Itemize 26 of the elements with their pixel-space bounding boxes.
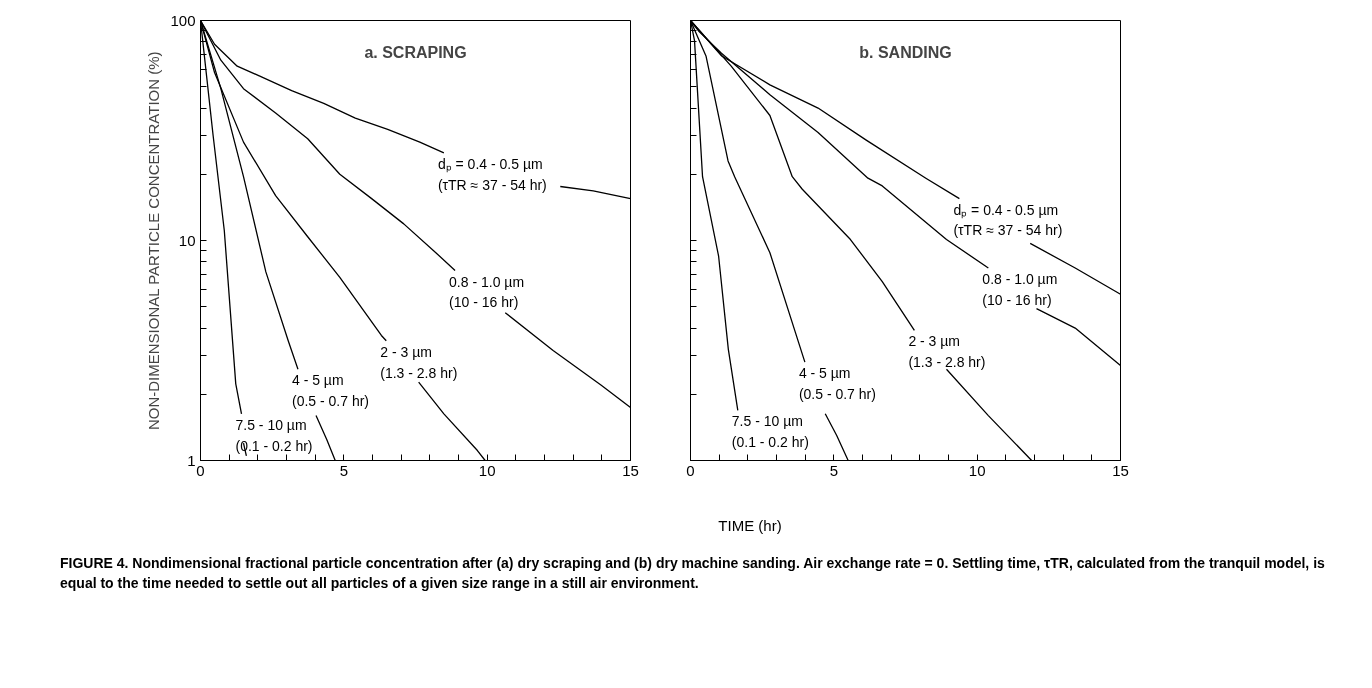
text: b. SANDING (859, 43, 952, 61)
x-tick-label: 10 (968, 461, 986, 479)
y-tick-label: 10 (178, 231, 196, 249)
series-label: 4 - 5 µm (0.5 - 0.7 hr) (291, 372, 369, 410)
text: a. SCRAPING (364, 43, 467, 61)
series-label: 2 - 3 µm (1.3 - 2.8 hr) (908, 333, 986, 371)
y-tick-label: 100 (170, 11, 196, 29)
series-label: 4 - 5 µm (0.5 - 0.7 hr) (798, 365, 876, 402)
x-axis-title: TIME (hr) (718, 516, 782, 536)
series-label: dₚ = 0.4 - 0.5 µm (τTR ≈ 37 - 54 hr) (437, 155, 547, 193)
x-tick-label: 15 (1112, 461, 1129, 479)
series-label: 7.5 - 10 µm (0.1 - 0.2 hr) (731, 413, 809, 451)
x-tick-label: 15 (622, 461, 639, 479)
x-tick-label: 5 (829, 461, 839, 479)
x-tick-label: 0 (686, 461, 695, 479)
x-tick-label: 0 (196, 461, 205, 479)
series-label: 7.5 - 10 µm (0.1 - 0.2 hr) (235, 416, 313, 454)
y-tick-label: 1 (187, 451, 196, 469)
series-label: 0.8 - 1.0 µm (10 - 16 hr) (982, 270, 1058, 308)
y-axis-title: NON-DIMENSIONAL PARTICLE CONCENTRATION (%) (145, 51, 163, 431)
x-tick-label: 5 (339, 461, 349, 479)
series-label: 2 - 3 µm (1.3 - 2.8 hr) (380, 343, 458, 381)
series-label: dₚ = 0.4 - 0.5 µm (τTR ≈ 37 - 54 hr) (953, 201, 1063, 239)
series-label: 0.8 - 1.0 µm (10 - 16 hr) (449, 273, 525, 311)
x-tick-label: 10 (478, 461, 496, 479)
caption: FIGURE 4. Nondimensional fractional particle concentration after (a) dry scraping and (b) dry machine sanding. Air exchange rate = 0. Settling time, τTR, calculated from the tranquil model, is equal to the time needed to settle out all particles of a given size range in a still air environment. (60, 554, 1326, 594)
